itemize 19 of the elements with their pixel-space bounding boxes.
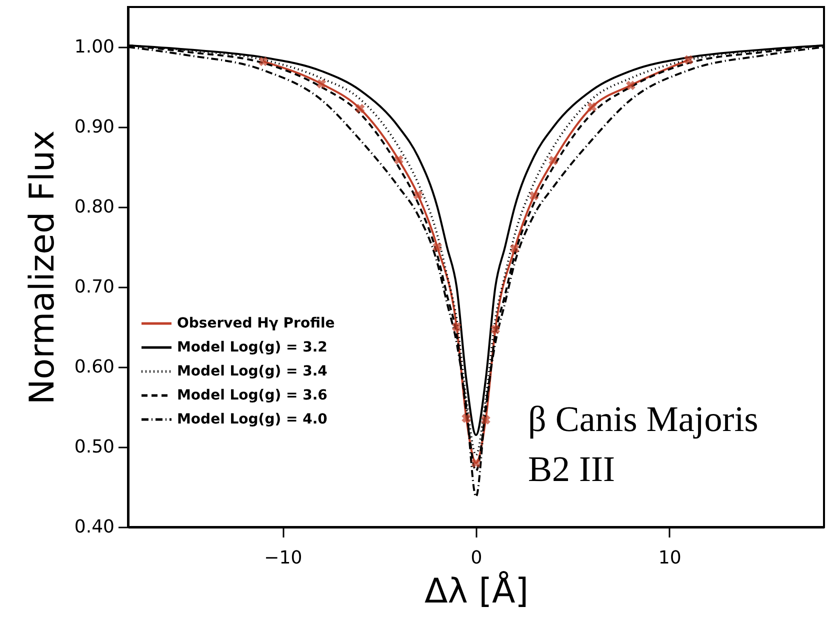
y-tick-label: 0.80: [74, 196, 114, 218]
annotation: β Canis Majoris: [528, 399, 758, 439]
x-tick-label: −10: [264, 548, 302, 568]
y-tick-label: 0.90: [74, 116, 114, 138]
y-tick-label: 0.60: [74, 356, 114, 378]
y-tick-label: 0.50: [74, 436, 114, 458]
legend-label: Model Log(g) = 3.4: [177, 364, 328, 380]
x-tick-label: 10: [658, 548, 682, 568]
legend-label: Model Log(g) = 3.2: [177, 340, 328, 356]
x-tick-label: 0: [470, 548, 482, 568]
y-tick-label: 1.00: [74, 36, 114, 58]
legend-label: Model Log(g) = 4.0: [177, 412, 328, 428]
y-tick-label: 0.40: [74, 516, 114, 538]
legend-label: Observed Hγ Profile: [177, 316, 335, 332]
annotation: B2 III: [528, 449, 615, 489]
x-axis-title: Δλ [Å]: [424, 570, 528, 612]
y-tick-label: 0.70: [74, 276, 114, 298]
y-axis-title: Normalized Flux: [22, 130, 62, 405]
legend-label: Model Log(g) = 3.6: [177, 388, 328, 404]
